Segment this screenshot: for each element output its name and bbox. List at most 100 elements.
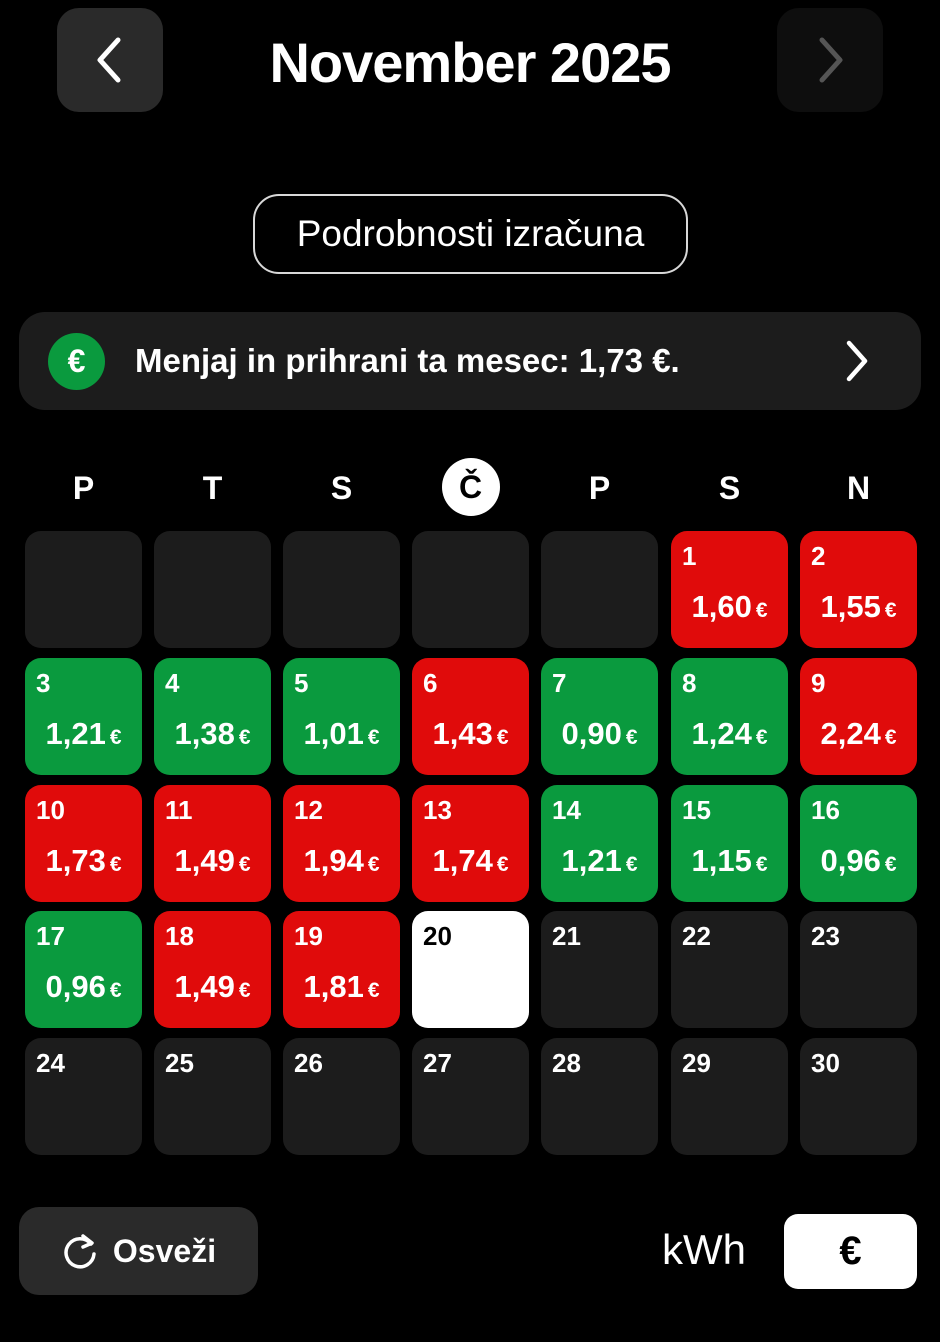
day-number: 17 bbox=[36, 921, 65, 951]
cost-value: 0,96 bbox=[45, 969, 106, 1004]
day-cell[interactable]: 7 0,90 € bbox=[541, 658, 658, 775]
currency-symbol: € bbox=[625, 853, 638, 876]
day-number: 19 bbox=[294, 921, 323, 951]
day-cell[interactable]: 16 0,96 € bbox=[800, 785, 917, 902]
weekday-label: Č bbox=[441, 458, 500, 516]
chevron-left-icon bbox=[97, 37, 121, 83]
day-cell[interactable]: 12 1,94 € bbox=[283, 785, 400, 902]
cost-value: 1,15 bbox=[691, 843, 752, 878]
day-cost: 1,21 € bbox=[25, 716, 142, 752]
day-cell[interactable]: 14 1,21 € bbox=[541, 785, 658, 902]
currency-symbol: € bbox=[367, 853, 380, 876]
refresh-icon bbox=[64, 1234, 96, 1269]
day-number: 29 bbox=[682, 1048, 711, 1078]
cost-value: 1,38 bbox=[174, 716, 235, 751]
weekday-label: S bbox=[718, 470, 741, 506]
day-cost: 1,01 € bbox=[283, 716, 400, 752]
weekday-label: S bbox=[330, 470, 353, 506]
day-cell[interactable]: 25 bbox=[154, 1038, 271, 1155]
day-cell[interactable]: 30 bbox=[800, 1038, 917, 1155]
currency-symbol: € bbox=[625, 726, 638, 749]
currency-symbol: € bbox=[755, 599, 768, 622]
currency-symbol: € bbox=[884, 599, 897, 622]
day-cost: 1,24 € bbox=[671, 716, 788, 752]
cost-value: 1,24 bbox=[691, 716, 752, 751]
day-number: 15 bbox=[682, 795, 711, 825]
calculation-details-button[interactable]: Podrobnosti izračuna bbox=[253, 194, 688, 274]
day-cell[interactable]: 1 1,60 € bbox=[671, 531, 788, 648]
euro-icon: € bbox=[48, 332, 105, 390]
day-cost: 1,15 € bbox=[671, 843, 788, 879]
blank-cell bbox=[412, 531, 529, 648]
blank-cell bbox=[154, 531, 271, 648]
day-cell[interactable]: 22 bbox=[671, 911, 788, 1028]
cost-value: 1,74 bbox=[432, 843, 493, 878]
day-cell[interactable]: 9 2,24 € bbox=[800, 658, 917, 775]
day-cell[interactable]: 27 bbox=[412, 1038, 529, 1155]
day-cell[interactable]: 24 bbox=[25, 1038, 142, 1155]
cost-value: 1,73 bbox=[45, 843, 106, 878]
day-cell[interactable]: 19 1,81 € bbox=[283, 911, 400, 1028]
savings-banner[interactable]: € Menjaj in prihrani ta mesec: 1,73 €. bbox=[19, 312, 921, 410]
day-cost: 1,60 € bbox=[671, 589, 788, 625]
weekday-label: T bbox=[202, 470, 223, 506]
day-cost: 1,49 € bbox=[154, 843, 271, 879]
cost-value: 1,94 bbox=[303, 843, 364, 878]
day-number: 12 bbox=[294, 795, 323, 825]
day-cell[interactable]: 4 1,38 € bbox=[154, 658, 271, 775]
day-cell[interactable]: 8 1,24 € bbox=[671, 658, 788, 775]
cost-value: 1,01 bbox=[303, 716, 364, 751]
day-cell[interactable]: 3 1,21 € bbox=[25, 658, 142, 775]
refresh-button[interactable]: Osveži bbox=[19, 1207, 258, 1295]
currency-symbol: € bbox=[496, 853, 509, 876]
day-cell[interactable]: 2 1,55 € bbox=[800, 531, 917, 648]
day-cell[interactable]: 28 bbox=[541, 1038, 658, 1155]
previous-month-button[interactable] bbox=[57, 8, 163, 112]
cost-value: 1,43 bbox=[432, 716, 493, 751]
unit-eur-toggle[interactable]: € bbox=[784, 1214, 917, 1289]
day-cost: 2,24 € bbox=[800, 716, 917, 752]
day-number: 3 bbox=[36, 668, 51, 698]
day-number: 30 bbox=[811, 1048, 840, 1078]
day-cost: 1,74 € bbox=[412, 843, 529, 879]
day-number: 24 bbox=[36, 1048, 65, 1078]
next-month-button[interactable] bbox=[777, 8, 883, 112]
month-title: November 2025 bbox=[269, 31, 671, 94]
day-cell[interactable]: 21 bbox=[541, 911, 658, 1028]
day-cost: 1,55 € bbox=[800, 589, 917, 625]
weekday-label: P bbox=[588, 470, 611, 506]
day-number: 25 bbox=[165, 1048, 194, 1078]
refresh-label: Osveži bbox=[112, 1232, 217, 1269]
day-cell[interactable]: 26 bbox=[283, 1038, 400, 1155]
cost-value: 2,24 bbox=[820, 716, 881, 751]
day-cell[interactable]: 10 1,73 € bbox=[25, 785, 142, 902]
day-number: 9 bbox=[811, 668, 826, 698]
day-cell[interactable]: 18 1,49 € bbox=[154, 911, 271, 1028]
day-number: 14 bbox=[552, 795, 581, 825]
day-number: 20 bbox=[423, 921, 452, 951]
currency-symbol: € bbox=[109, 979, 122, 1002]
day-number: 16 bbox=[811, 795, 840, 825]
savings-text: Menjaj in prihrani ta mesec: 1,73 €. bbox=[135, 342, 680, 379]
currency-symbol: € bbox=[367, 979, 380, 1002]
day-cell[interactable]: 29 bbox=[671, 1038, 788, 1155]
day-number: 2 bbox=[811, 541, 826, 571]
day-cell[interactable]: 5 1,01 € bbox=[283, 658, 400, 775]
blank-cell bbox=[25, 531, 142, 648]
day-cell[interactable]: 15 1,15 € bbox=[671, 785, 788, 902]
currency-symbol: € bbox=[109, 726, 122, 749]
day-number: 27 bbox=[423, 1048, 452, 1078]
day-cost: 1,38 € bbox=[154, 716, 271, 752]
day-number: 11 bbox=[165, 795, 193, 825]
day-cost: 0,90 € bbox=[541, 716, 658, 752]
day-cell[interactable]: 23 bbox=[800, 911, 917, 1028]
day-cell[interactable]: 17 0,96 € bbox=[25, 911, 142, 1028]
currency-symbol: € bbox=[238, 979, 251, 1002]
day-cell[interactable]: 11 1,49 € bbox=[154, 785, 271, 902]
unit-kwh-toggle[interactable]: kWh bbox=[662, 1226, 746, 1273]
day-cell[interactable]: 6 1,43 € bbox=[412, 658, 529, 775]
day-cost: 1,43 € bbox=[412, 716, 529, 752]
day-cell[interactable]: 20 bbox=[412, 911, 529, 1028]
day-number: 22 bbox=[682, 921, 711, 951]
day-cell[interactable]: 13 1,74 € bbox=[412, 785, 529, 902]
